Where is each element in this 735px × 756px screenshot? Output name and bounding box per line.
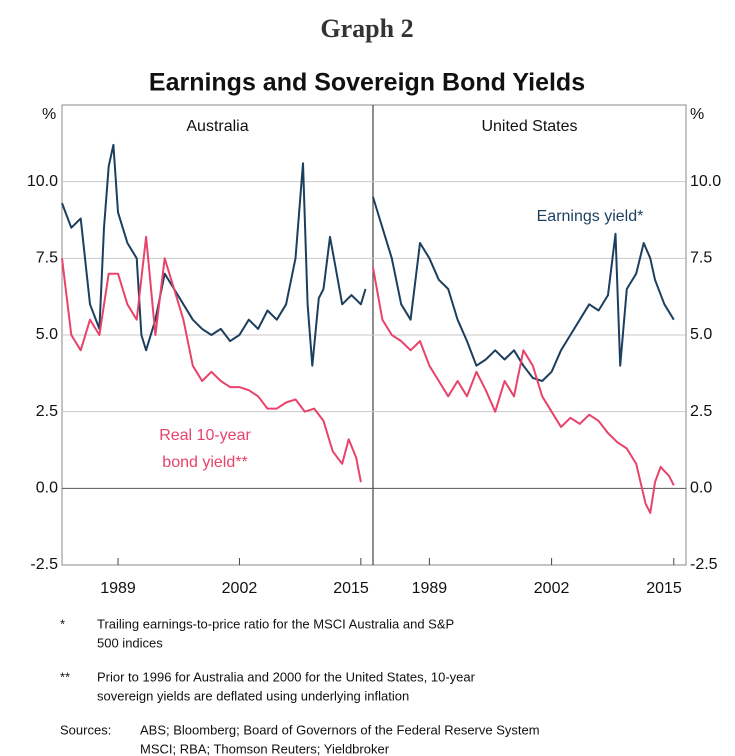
panel-title: United States <box>481 118 577 135</box>
y-tick-label: 7.5 <box>36 250 58 267</box>
y-tick-label: -2.5 <box>30 556 58 573</box>
footnote-text: 500 indices <box>97 635 163 650</box>
series-label: Earnings yield* <box>537 208 644 225</box>
x-tick-label: 2015 <box>646 580 682 597</box>
x-tick-label: 2002 <box>534 580 570 597</box>
footnote-text: Prior to 1996 for Australia and 2000 for… <box>97 669 476 684</box>
sources-text: MSCI; RBA; Thomson Reuters; Yieldbroker <box>140 741 390 756</box>
series-line <box>372 267 675 514</box>
chart-title: Earnings and Sovereign Bond Yields <box>149 69 585 97</box>
x-tick-label: 2015 <box>333 580 369 597</box>
footnote-marker: ** <box>60 669 70 684</box>
footnote-text: sovereign yields are deflated using unde… <box>97 688 409 703</box>
y-tick-label: 0.0 <box>36 480 58 497</box>
y-tick-label: 10.0 <box>27 173 58 190</box>
y-tick-label: 7.5 <box>690 250 712 267</box>
y-tick-label: 5.0 <box>36 326 58 343</box>
y-tick-label: 0.0 <box>690 480 712 497</box>
x-tick-label: 2002 <box>222 580 258 597</box>
y-tick-label: 5.0 <box>690 326 712 343</box>
series-label: Real 10-year <box>159 427 251 444</box>
y-axis-unit: % <box>42 106 56 123</box>
y-axis-unit: % <box>690 106 704 123</box>
x-tick-label: 1989 <box>412 580 448 597</box>
footnote-marker: * <box>60 616 65 631</box>
y-tick-label: 10.0 <box>690 173 721 190</box>
panel-title: Australia <box>186 118 248 135</box>
series-label: bond yield** <box>162 454 247 471</box>
series-line <box>372 196 675 382</box>
sources-text: ABS; Bloomberg; Board of Governors of th… <box>140 722 540 737</box>
series-line <box>61 235 362 483</box>
x-tick-label: 1989 <box>100 580 136 597</box>
sources-label: Sources: <box>60 722 111 737</box>
series-line <box>61 143 367 367</box>
graph-number: Graph 2 <box>320 14 413 43</box>
footnote-text: Trailing earnings-to-price ratio for the… <box>97 616 454 631</box>
y-tick-label: 2.5 <box>690 403 712 420</box>
y-tick-label: -2.5 <box>690 556 718 573</box>
y-tick-label: 2.5 <box>36 403 58 420</box>
